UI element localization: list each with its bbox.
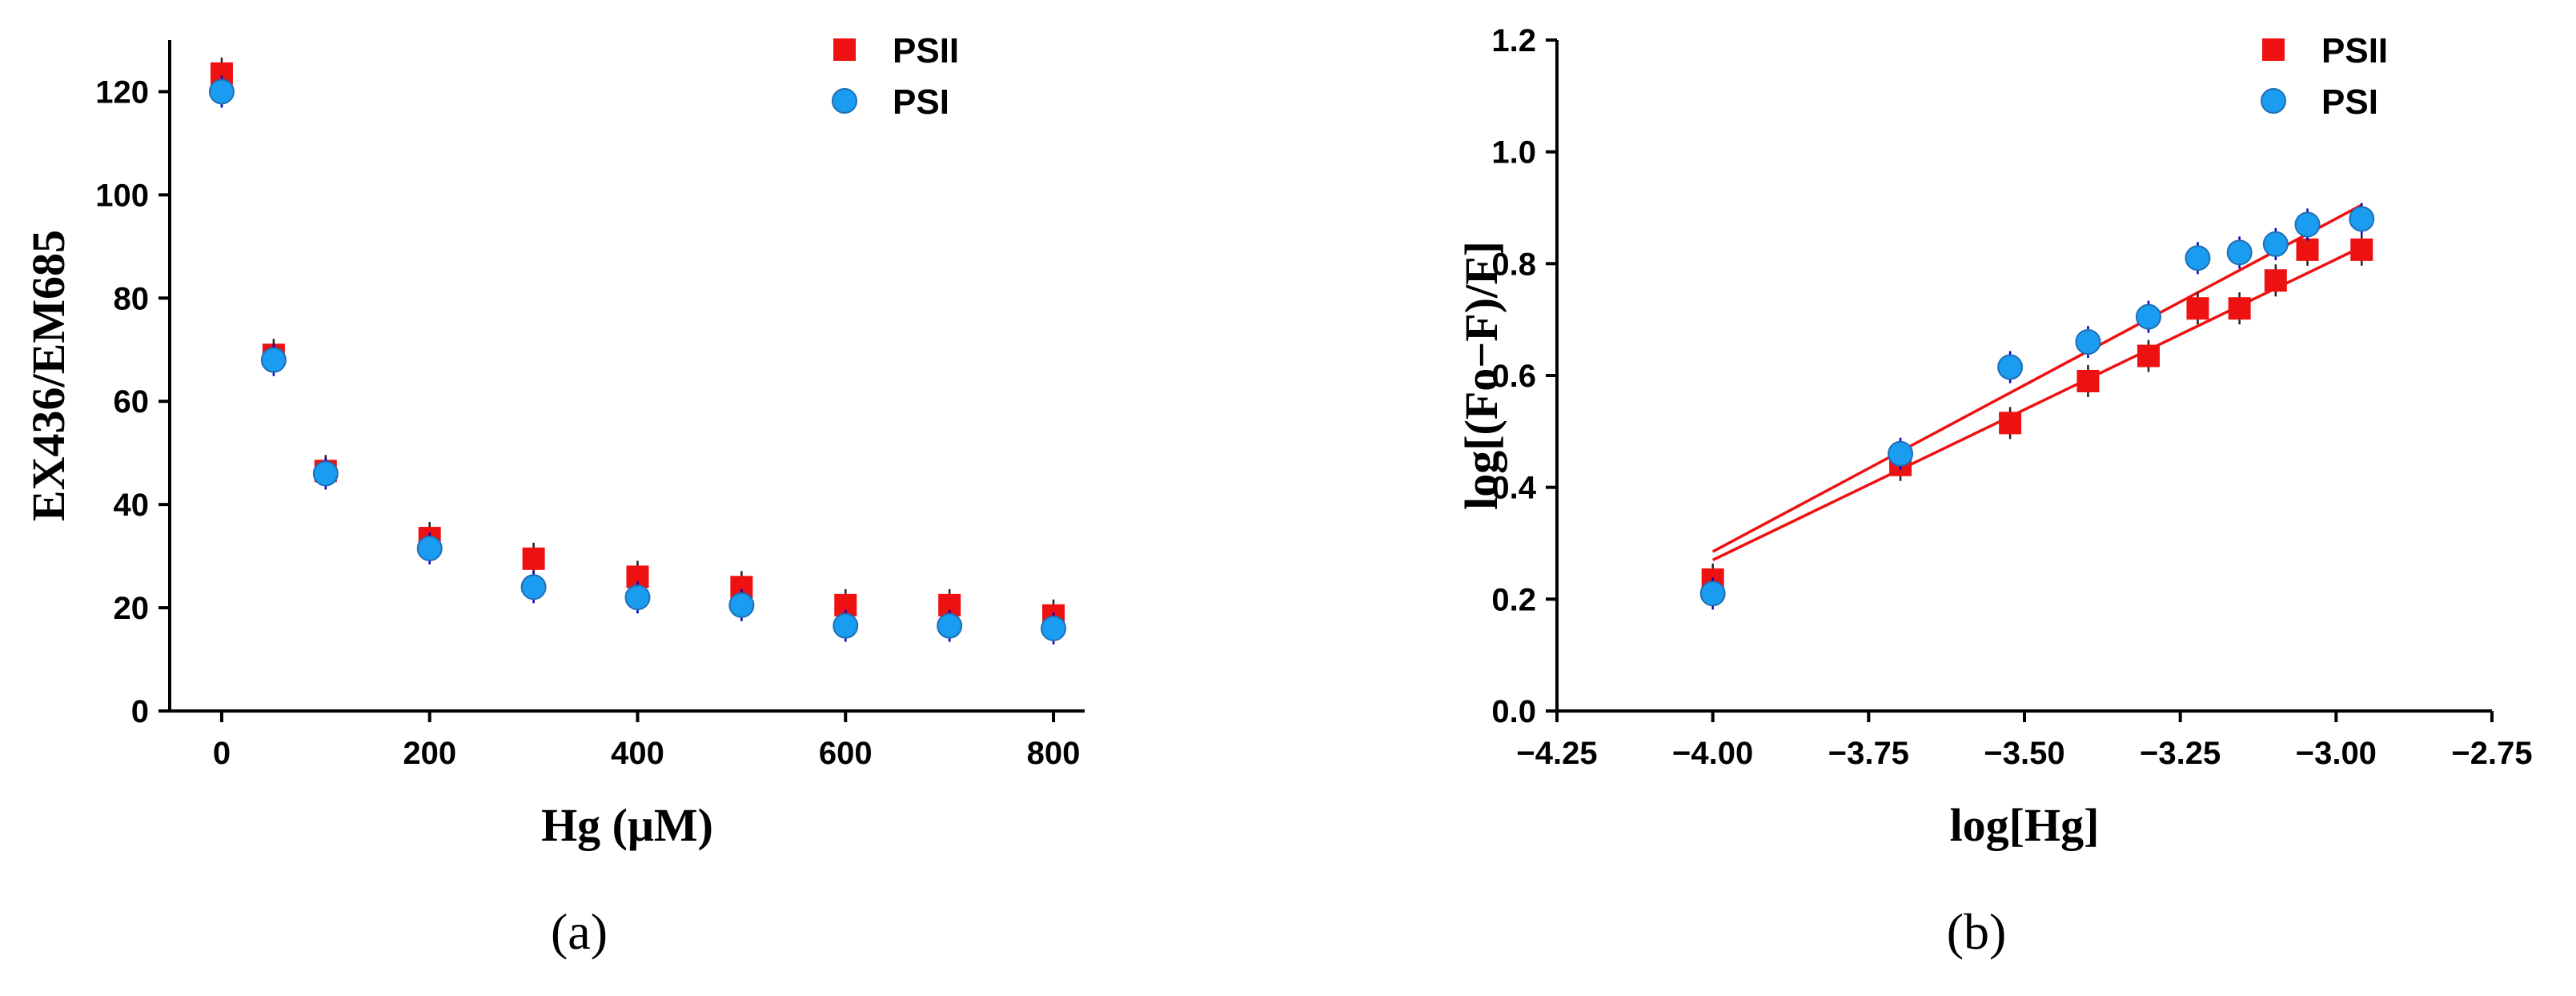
panel-b-x-tick-label: −3.00	[2296, 736, 2377, 771]
panel-a-point-psi	[260, 347, 287, 373]
panel-a-x-tick-label: 400	[611, 736, 664, 771]
panel-b-point-psii	[2228, 297, 2251, 320]
panel-b-point-psi	[2185, 245, 2211, 271]
panel-b-point-psi	[2226, 239, 2253, 266]
panel-b-x-tick-label: −4.25	[1516, 736, 1597, 771]
panel-a-legend: PSII PSI	[832, 31, 959, 122]
panel-a-x-tick-label: 0	[213, 736, 231, 771]
panel-a-y-tick-label: 120	[95, 74, 149, 110]
panel-b-y-tick-label: 1.2	[1491, 23, 1536, 58]
panel-a-legend-marker-psi	[832, 88, 857, 114]
panel-a-point-psi	[416, 535, 443, 561]
panel-b-y-tick-label: 0.0	[1491, 694, 1536, 729]
panel-b-legend-label-psii: PSII	[2321, 31, 2388, 70]
panel-a-y-tick-label: 40	[114, 488, 150, 523]
panel-b-x-tick-label: −3.50	[1984, 736, 2064, 771]
panel-a-legend-label-psi: PSI	[893, 82, 949, 122]
panel-b-x-axis-title: log[Hg]	[1950, 799, 2100, 851]
panel-b-fit-line-psii	[1711, 245, 2363, 562]
panel-b-point-psii	[2264, 269, 2287, 292]
panel-a-point-psi	[520, 574, 547, 600]
panel-a-y-tick-label: 100	[95, 178, 149, 213]
panel-b-caption: (b)	[1947, 903, 2007, 960]
panel-b-x-tick-label: −3.75	[1828, 736, 1909, 771]
panel-a-chart: 0 200 400 600 800 0 20 40 60 80 100 120 PSII PSI Hg …	[22, 31, 1085, 960]
panel-b-axes: −4.25 −4.00 −3.75 −3.50 −3.25 −3.00 −2.75 0.0 0.…	[1491, 23, 2532, 771]
panel-a-y-tick-label: 80	[114, 281, 150, 316]
panel-b-x-tick-label: −3.25	[2140, 736, 2221, 771]
panel-a-caption: (a)	[551, 903, 608, 960]
panel-a-y-axis-title: EX436/EM685	[22, 230, 74, 521]
panel-b-chart: −4.25 −4.00 −3.75 −3.50 −3.25 −3.00 −2.75 0.0 0.…	[1455, 23, 2533, 960]
panel-a-point-psii	[522, 547, 545, 570]
panel-a-point-psi	[937, 612, 963, 639]
panel-b-point-psii	[2296, 238, 2319, 261]
panel-b-point-psi	[1997, 354, 2024, 380]
panel-a-x-axis-title: Hg (μM)	[541, 799, 713, 851]
panel-b-fit-lines	[1711, 203, 2363, 562]
panel-b-y-tick-label: 0.4	[1491, 471, 1536, 506]
panel-b-points	[1699, 203, 2375, 610]
panel-b-y-axis-title: log[(Fo−F)/F]	[1455, 241, 1507, 510]
panel-a-point-psi	[1041, 615, 1067, 641]
panel-a-y-tick-label: 0	[131, 694, 149, 729]
panel-a-y-tick-label: 20	[114, 591, 150, 626]
panel-a-axes: 0 200 400 600 800 0 20 40 60 80 100 120	[95, 40, 1085, 771]
panel-b-legend-label-psi: PSI	[2321, 82, 2378, 122]
panel-a-x-tick-label: 800	[1027, 736, 1081, 771]
panel-b-point-psii	[2076, 369, 2100, 392]
panel-b-point-psii	[2350, 238, 2373, 261]
panel-b-x-tick-label: −2.75	[2451, 736, 2532, 771]
panel-a-point-psi	[624, 584, 651, 611]
panel-b-y-tick-label: 0.6	[1491, 359, 1536, 394]
panel-b-point-psi	[2075, 329, 2101, 355]
panel-b-legend-marker-psii	[2262, 38, 2285, 61]
panel-a-x-tick-label: 200	[403, 736, 456, 771]
panel-b-point-psi	[1699, 580, 1726, 607]
panel-b-point-psi	[2262, 231, 2289, 257]
panel-b-point-psii	[2137, 344, 2160, 367]
panel-a-point-psi	[833, 612, 859, 639]
panel-b-legend-marker-psi	[2261, 88, 2286, 114]
panel-b-point-psii	[1999, 412, 2022, 435]
panel-a-point-psi	[728, 592, 755, 618]
panel-b-point-psi	[2349, 206, 2375, 232]
panel-b-point-psi	[2135, 303, 2161, 330]
panel-b-point-psi	[1888, 440, 1914, 467]
panel-a-legend-label-psii: PSII	[893, 31, 959, 70]
panel-a-point-psi	[208, 78, 235, 105]
panel-a-points	[208, 57, 1067, 645]
panel-b-point-psi	[2294, 211, 2321, 238]
panel-b-y-tick-label: 0.8	[1491, 247, 1536, 282]
panel-a-x-tick-label: 600	[819, 736, 873, 771]
panel-b-point-psii	[2186, 297, 2209, 320]
panel-b-y-tick-label: 1.0	[1491, 135, 1536, 171]
panel-b-fit-line-psi	[1711, 203, 2363, 553]
panel-a-point-psi	[312, 460, 339, 487]
panel-b-y-tick-label: 0.2	[1491, 582, 1536, 617]
panel-b-legend: PSII PSI	[2261, 31, 2388, 122]
panel-b-x-tick-label: −4.00	[1672, 736, 1753, 771]
panel-a-y-tick-label: 60	[114, 384, 150, 420]
panel-a-legend-marker-psii	[833, 38, 856, 61]
